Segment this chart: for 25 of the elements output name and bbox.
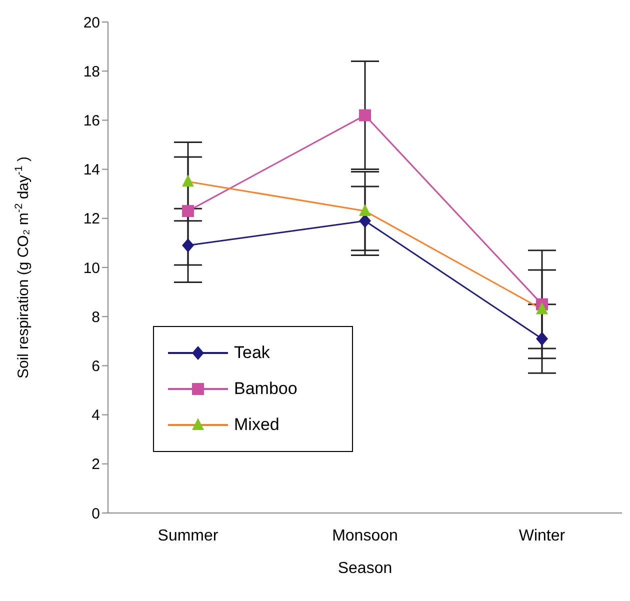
y-tick-label: 8 (92, 308, 100, 326)
y-tick-label: 18 (83, 63, 100, 80)
y-tick-label: 12 (83, 210, 100, 228)
x-tick-label: Summer (158, 527, 219, 544)
x-tick-label: Monsoon (332, 527, 398, 544)
legend-label: Teak (234, 343, 270, 363)
y-tick-label: 0 (92, 505, 100, 522)
y-tick-label: 16 (83, 112, 100, 130)
point (182, 238, 194, 252)
y-tick-label: 6 (92, 358, 100, 376)
y-tick-label: 14 (83, 162, 100, 179)
point (536, 302, 548, 314)
x-axis-title: Season (338, 560, 392, 577)
y-tick-label: 20 (83, 14, 100, 32)
legend-label: Mixed (234, 415, 280, 435)
point (182, 174, 194, 187)
point (359, 109, 371, 122)
point (536, 332, 548, 346)
y-tick-label: 2 (92, 456, 100, 474)
x-tick-label: Winter (518, 527, 566, 544)
point (359, 204, 371, 216)
point (182, 205, 194, 218)
y-tick-label: 4 (92, 407, 100, 424)
y-tick-label: 10 (83, 260, 100, 277)
legend-label: Bamboo (234, 379, 298, 399)
